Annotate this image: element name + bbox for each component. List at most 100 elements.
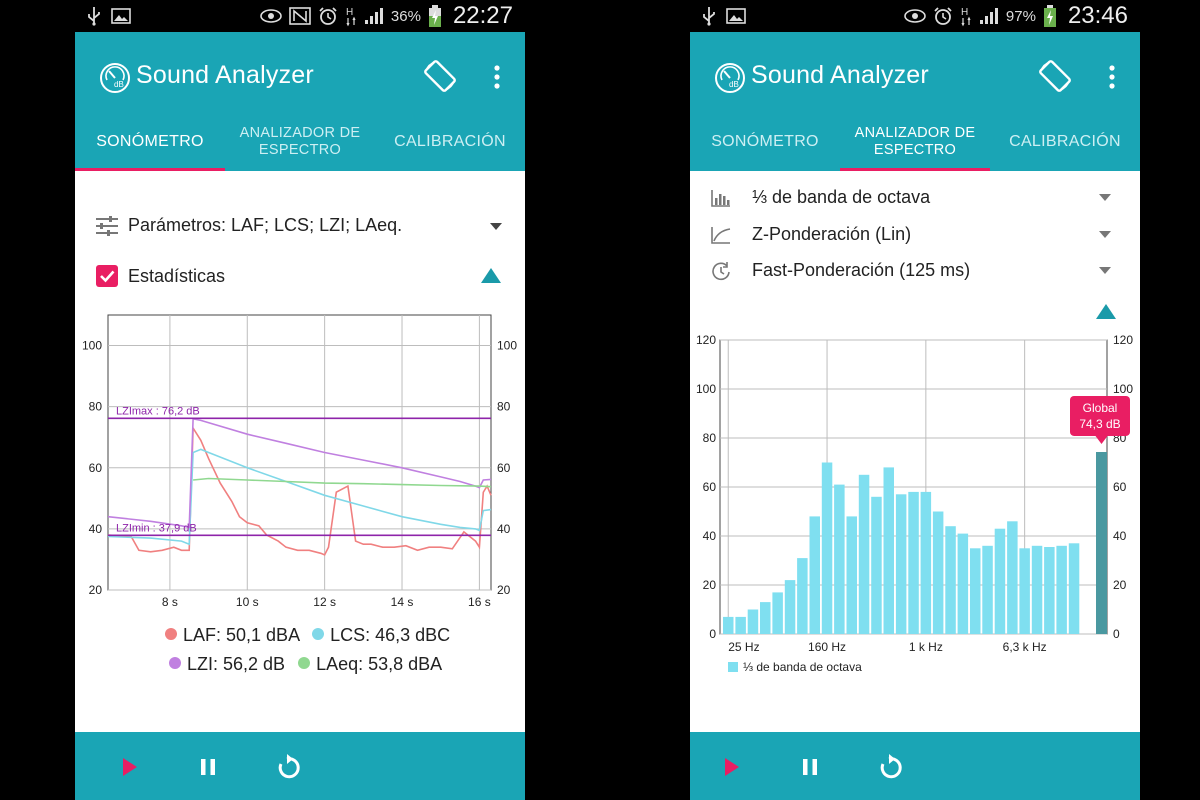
- y-tick-label-right: 60: [1113, 480, 1127, 494]
- signal-icon: [979, 8, 998, 24]
- clock: 23:46: [1067, 2, 1128, 29]
- spectrum-bar: [1019, 548, 1030, 635]
- y-tick-label-left: 100: [82, 339, 102, 353]
- lzi-max-label: LZImax : 76,2 dB: [116, 405, 200, 417]
- y-tick-label-left: 40: [89, 522, 103, 536]
- y-tick-label-left: 100: [696, 382, 716, 396]
- global-bar: [1096, 452, 1107, 634]
- spectrum-bar: [1007, 521, 1018, 634]
- play-icon[interactable]: [115, 752, 145, 782]
- laf-legend-dot: [165, 628, 177, 640]
- y-tick-label-right: 120: [1113, 333, 1133, 347]
- y-tick-label-right: 100: [497, 339, 517, 353]
- tab-calibracion[interactable]: CALIBRACIÓN: [394, 133, 506, 150]
- band-dropdown[interactable]: ⅓ de banda de octava: [710, 183, 1130, 213]
- laf-legend-text: LAF: 50,1 dBA: [183, 625, 300, 645]
- tab-bar: SONÓMETRO ANALIZADOR DE ESPECTRO CALIBRA…: [75, 112, 525, 171]
- timer-icon: [712, 262, 730, 281]
- x-tick-label: 16 s: [468, 595, 491, 609]
- laeq-legend-text: LAeq: 53,8 dBA: [316, 654, 443, 674]
- spectrum-bar: [809, 516, 820, 634]
- spectrum-bar: [858, 474, 870, 635]
- spectrum-bar: [834, 484, 845, 634]
- lcs-legend-dot: [312, 628, 325, 640]
- right-phone-screen: H 97% 23:46 dB Sound Analyzer SONÓMETRO …: [690, 0, 1140, 800]
- global-tooltip-value: 74,3 dB: [1079, 417, 1120, 431]
- band-option-label: ⅓ de banda de octava: [752, 187, 931, 207]
- curve-icon: [711, 227, 731, 244]
- x-tick-label: 6,3 k Hz: [1003, 640, 1047, 654]
- spectrum-bar: [920, 491, 932, 634]
- chevron-down-icon: [1099, 267, 1111, 274]
- app-logo-icon: dB: [100, 63, 130, 93]
- time-weighting-dropdown[interactable]: Fast-Ponderación (125 ms): [710, 256, 1130, 286]
- spectrum-bar: [970, 548, 981, 635]
- x-tick-label: 1 k Hz: [909, 640, 943, 654]
- lzi-legend-dot: [169, 657, 181, 669]
- chevron-down-icon: [1099, 231, 1111, 238]
- status-bar: H 97% 23:46: [690, 0, 1140, 32]
- spectrum-bar: [1031, 545, 1043, 634]
- spectrum-bar: [908, 491, 919, 634]
- image-icon: [726, 8, 746, 24]
- y-tick-label-left: 20: [703, 578, 717, 592]
- x-tick-label: 160 Hz: [808, 640, 846, 654]
- global-tooltip: [1070, 395, 1130, 436]
- collapse-triangle-icon[interactable]: [1096, 304, 1116, 319]
- tab-sonometro[interactable]: SONÓMETRO: [711, 133, 819, 150]
- nfc-icon: [289, 7, 311, 25]
- collapse-triangle-icon[interactable]: [481, 268, 501, 283]
- spectrum-bar: [871, 496, 882, 634]
- usb-icon: [88, 7, 100, 26]
- chart-legend-row-1: LAF: 50,1 dBA LCS: 46,3 dBC: [165, 625, 450, 646]
- tab-sonometro[interactable]: SONÓMETRO: [75, 112, 225, 171]
- spectrum-bar: [846, 516, 857, 634]
- chevron-down-icon: [490, 223, 502, 230]
- screen-rotation-icon[interactable]: [423, 59, 457, 93]
- y-tick-label-right: 20: [497, 583, 511, 597]
- reset-icon[interactable]: [273, 752, 303, 782]
- bottom-controls: [75, 732, 525, 800]
- parameters-label: Parámetros: LAF; LCS; LZI; LAeq.: [128, 215, 403, 235]
- parameters-dropdown[interactable]: Parámetros: LAF; LCS; LZI; LAeq.: [95, 210, 515, 242]
- pause-icon[interactable]: [795, 752, 825, 782]
- play-icon[interactable]: [717, 752, 747, 782]
- spectrum-bar: [723, 616, 734, 634]
- sliders-icon: [96, 216, 118, 236]
- tab-bar: SONÓMETRO ANALIZADOR DE ESPECTRO CALIBRA…: [690, 112, 1140, 171]
- tab-analizador-espectro[interactable]: ANALIZADOR DE ESPECTRO: [840, 112, 990, 171]
- reset-icon[interactable]: [875, 752, 905, 782]
- y-tick-label-left: 20: [89, 583, 103, 597]
- y-tick-label-left: 80: [89, 400, 103, 414]
- battery-percent: 36%: [390, 7, 421, 25]
- global-tooltip-pointer: [1095, 435, 1108, 444]
- spectrum-bar: [821, 462, 833, 634]
- laeq-legend-dot: [298, 657, 311, 669]
- alarm-icon: [319, 7, 337, 25]
- pause-icon[interactable]: [193, 752, 223, 782]
- eye-icon: [260, 9, 282, 23]
- spectrum-bar: [784, 580, 796, 634]
- y-tick-label-right: 80: [497, 400, 511, 414]
- spectrum-legend: ⅓ de banda de octava: [728, 660, 862, 674]
- tab-calibracion[interactable]: CALIBRACIÓN: [1009, 133, 1121, 150]
- network-type-icon: H: [961, 7, 971, 27]
- spectrum-bar: [797, 558, 808, 634]
- weighting-dropdown[interactable]: Z-Ponderación (Lin): [710, 220, 1130, 250]
- chart-legend-row-2: LZI: 56,2 dB LAeq: 53,8 dBA: [169, 654, 442, 675]
- overflow-menu-icon[interactable]: [1102, 64, 1122, 90]
- statistics-checkbox[interactable]: [96, 265, 118, 287]
- app-bar: dB Sound Analyzer SONÓMETRO ANALIZADOR D…: [75, 32, 525, 171]
- tab-analizador-espectro[interactable]: ANALIZADOR DE ESPECTRO: [239, 124, 361, 158]
- status-bar: H 36% 22:27: [75, 0, 525, 32]
- y-tick-label-left: 0: [709, 627, 716, 641]
- lzi-legend-text: LZI: 56,2 dB: [187, 654, 286, 674]
- chevron-down-icon: [1099, 194, 1111, 201]
- levels-time-chart: 20 20 40 40 60 60 80 80 100 100 8 s 10 s 12 s 14 s 16 …: [82, 314, 517, 609]
- overflow-menu-icon[interactable]: [487, 64, 507, 90]
- spectrum-bar: [1056, 545, 1067, 634]
- battery-charging-icon: [428, 5, 441, 27]
- svg-text:dB: dB: [114, 80, 124, 89]
- screen-rotation-icon[interactable]: [1038, 59, 1072, 93]
- svg-text:H: H: [961, 7, 968, 18]
